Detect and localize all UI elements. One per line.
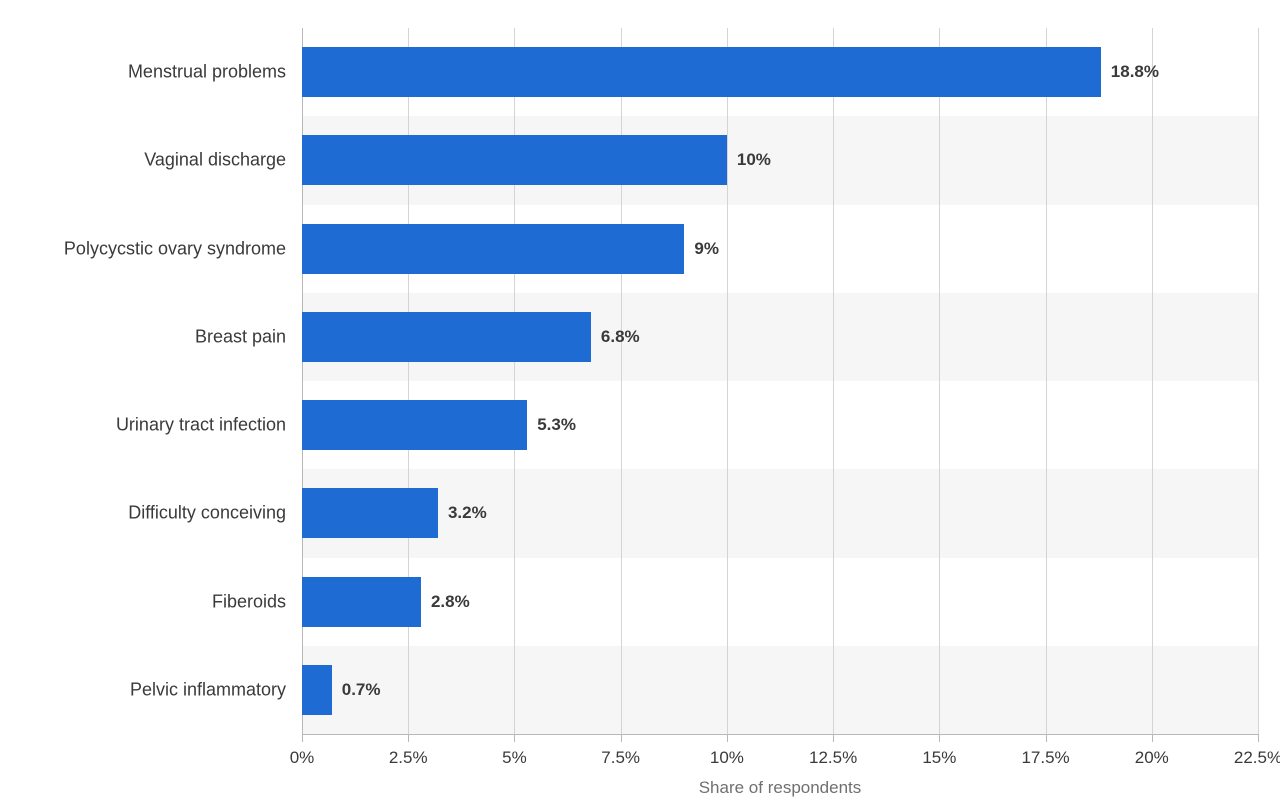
bar-value-label: 10% (737, 150, 771, 170)
x-tick-label: 12.5% (809, 748, 857, 768)
x-gridline (1046, 28, 1047, 734)
x-tick-label: 10% (710, 748, 744, 768)
x-gridline (514, 28, 515, 734)
category-label: Urinary tract infection (116, 415, 286, 436)
x-tick-mark (621, 734, 622, 742)
x-gridline (727, 28, 728, 734)
bar-value-label: 18.8% (1111, 62, 1159, 82)
x-gridline (1152, 28, 1153, 734)
bar (302, 224, 684, 274)
row-band (302, 646, 1258, 734)
x-tick-label: 7.5% (601, 748, 640, 768)
x-tick-label: 15% (922, 748, 956, 768)
x-gridline (302, 28, 303, 734)
horizontal-bar-chart: 18.8% 10% 9% 6.8% 5.3% 3.2% 2.8% 0.7% 0% 2.5% 5% 7… (0, 0, 1280, 811)
bar-value-label: 6.8% (601, 327, 640, 347)
x-gridline (833, 28, 834, 734)
bar-value-label: 2.8% (431, 592, 470, 612)
bar (302, 488, 438, 538)
x-tick-label: 20% (1135, 748, 1169, 768)
x-tick-mark (727, 734, 728, 742)
category-label: Menstrual problems (128, 62, 286, 83)
bar (302, 665, 332, 715)
x-tick-mark (1046, 734, 1047, 742)
x-gridline (621, 28, 622, 734)
category-label: Polycycstic ovary syndrome (64, 238, 286, 259)
bar-value-label: 3.2% (448, 503, 487, 523)
bar (302, 135, 727, 185)
x-tick-label: 5% (502, 748, 527, 768)
x-tick-label: 22.5% (1234, 748, 1280, 768)
x-tick-label: 0% (290, 748, 315, 768)
plot-area: 18.8% 10% 9% 6.8% 5.3% 3.2% 2.8% 0.7% (302, 28, 1258, 734)
x-tick-mark (1152, 734, 1153, 742)
bar-value-label: 9% (694, 239, 719, 259)
x-tick-mark (833, 734, 834, 742)
bar (302, 577, 421, 627)
x-gridline (408, 28, 409, 734)
category-label: Breast pain (195, 326, 286, 347)
x-tick-label: 17.5% (1021, 748, 1069, 768)
x-tick-mark (408, 734, 409, 742)
x-tick-mark (514, 734, 515, 742)
bar (302, 47, 1101, 97)
bar (302, 400, 527, 450)
x-axis-line (302, 734, 1258, 735)
row-band (302, 469, 1258, 557)
x-axis-title: Share of respondents (699, 778, 862, 798)
category-label: Fiberoids (212, 591, 286, 612)
bar-value-label: 5.3% (537, 415, 576, 435)
x-tick-mark (302, 734, 303, 742)
x-tick-mark (1258, 734, 1259, 742)
bar-value-label: 0.7% (342, 680, 381, 700)
category-label: Pelvic inflammatory (130, 679, 286, 700)
x-gridline (1258, 28, 1259, 734)
category-label: Difficulty conceiving (128, 503, 286, 524)
bar (302, 312, 591, 362)
category-label: Vaginal discharge (144, 150, 286, 171)
x-tick-label: 2.5% (389, 748, 428, 768)
x-tick-mark (939, 734, 940, 742)
x-gridline (939, 28, 940, 734)
